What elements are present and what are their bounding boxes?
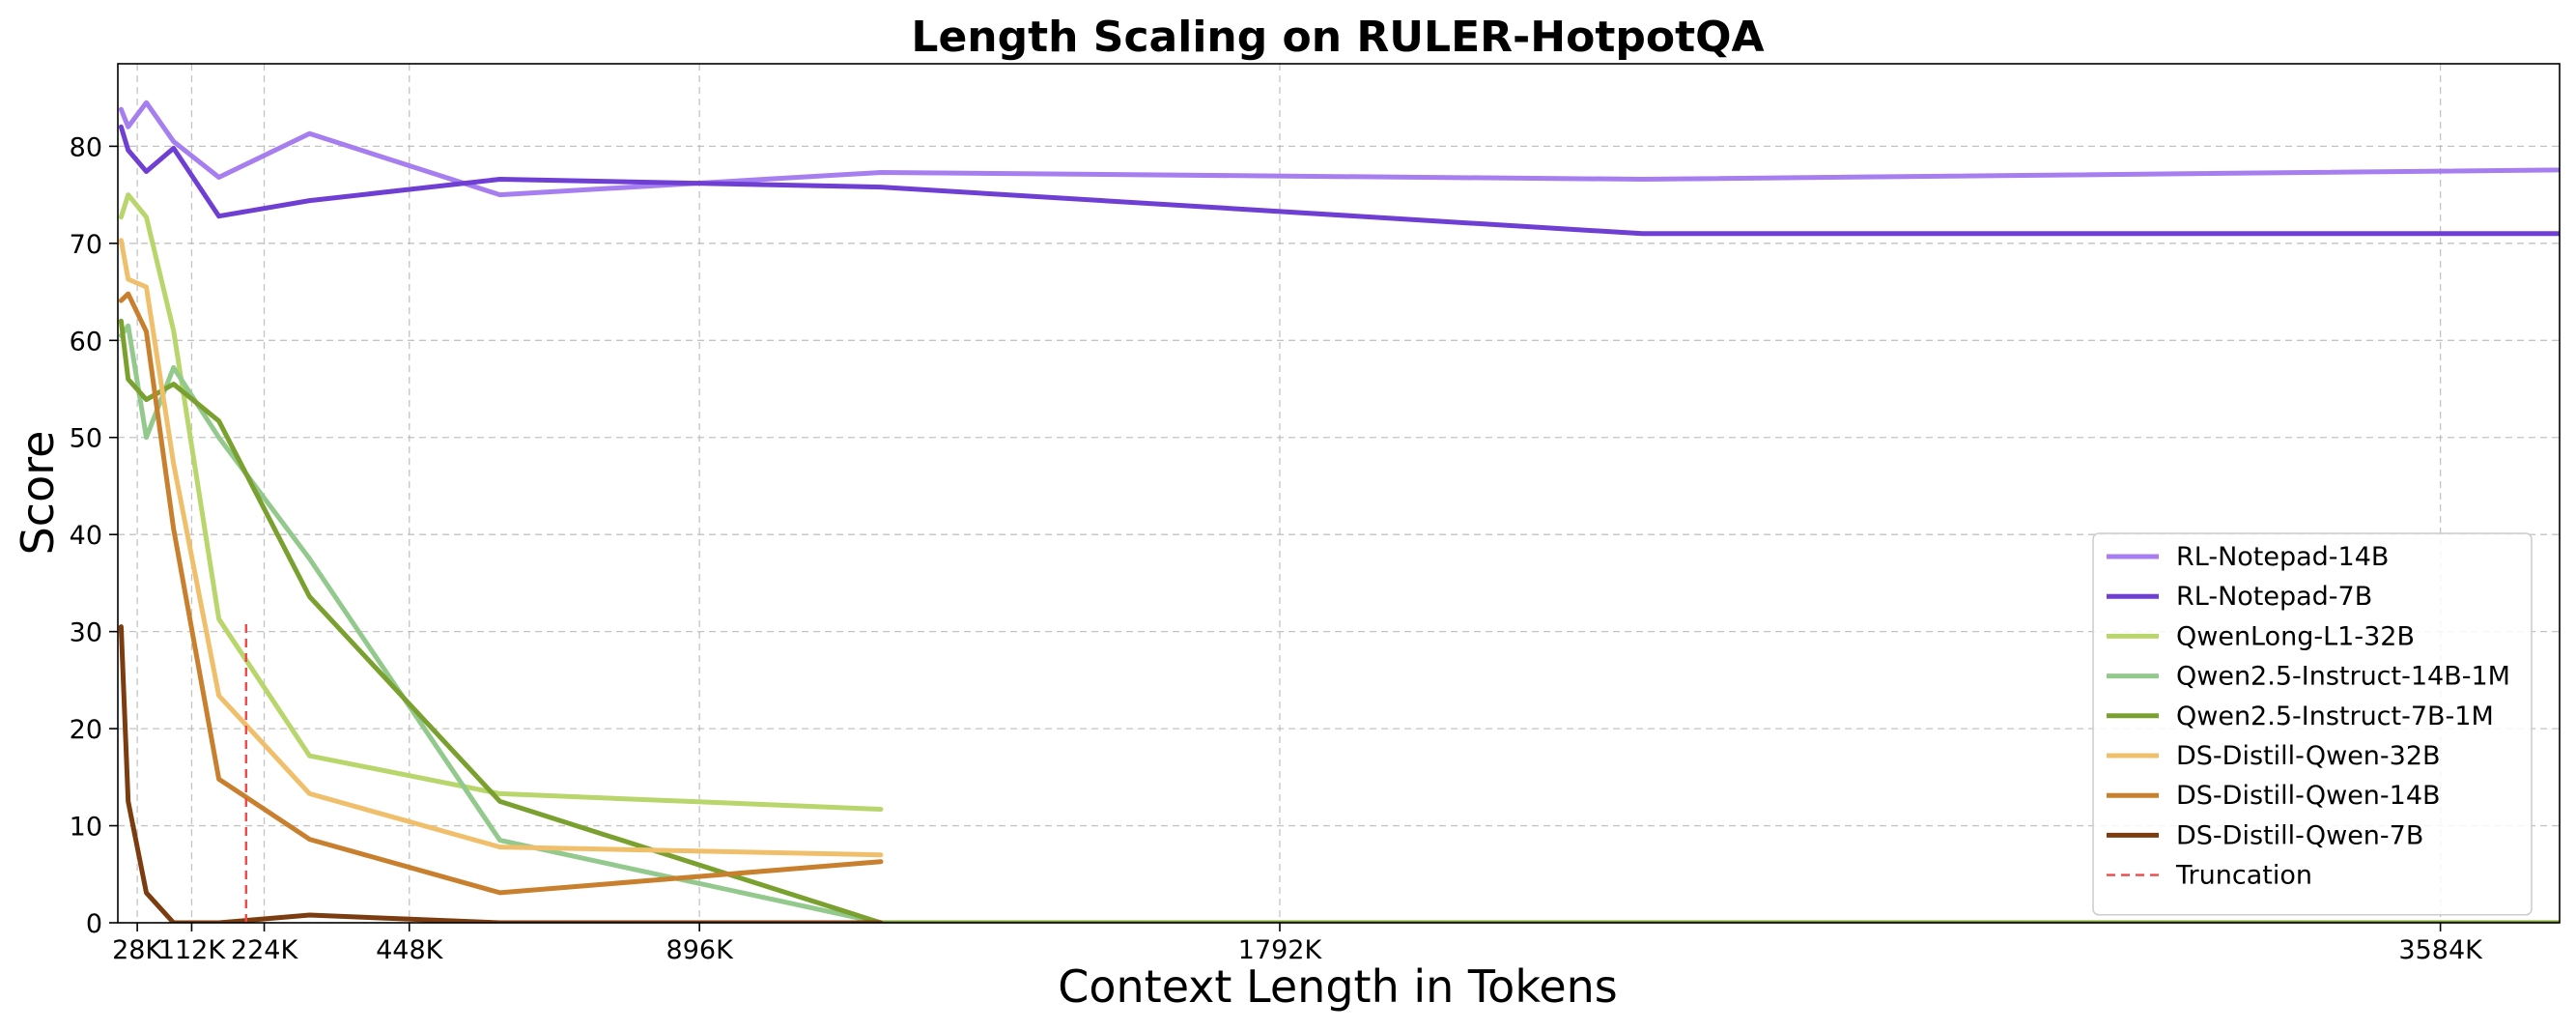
legend: RL-Notepad-14B RL-Notepad-7B QwenLong-L1-3… [2092, 532, 2533, 916]
y-tick-label: 60 [70, 327, 102, 357]
legend-box [2092, 532, 2533, 916]
x-tick-label: 3584K [2398, 935, 2483, 965]
y-tick-label: 30 [70, 618, 102, 648]
y-tick-label: 20 [70, 715, 102, 745]
legend-label-qwen2-5-instruct-14b-1m: Qwen2.5-Instruct-14B-1M [2176, 662, 2510, 692]
legend-label-qwen2-5-instruct-7b-1m: Qwen2.5-Instruct-7B-1M [2176, 702, 2494, 731]
chart-title: Length Scaling on RULER-HotpotQA [911, 13, 1764, 62]
x-tick-label: 1792K [1238, 935, 1323, 965]
series-line-rl-notepad-7b [118, 124, 2560, 237]
y-tick-label: 50 [70, 424, 102, 454]
series-line-qwen2-5-instruct-7b-1m [118, 318, 2560, 923]
x-tick-label: 112K [158, 935, 227, 965]
legend-label-ds-distill-qwen-14b: DS-Distill-Qwen-14B [2176, 781, 2441, 811]
y-tick-label: 70 [70, 230, 102, 260]
x-tick-label: 448K [376, 935, 444, 965]
legend-label-rl-notepad-7b: RL-Notepad-7B [2176, 582, 2372, 612]
y-tick-label: 80 [70, 132, 102, 162]
series-line-ds-distill-qwen-14b [118, 291, 884, 896]
series-line-qwenlong-l1-32b [118, 192, 884, 812]
legend-label-ds-distill-qwen-32b: DS-Distill-Qwen-32B [2176, 741, 2441, 771]
series-layer [118, 100, 2560, 923]
plot-frame [117, 63, 2561, 924]
legend-label-truncation: Truncation [2175, 861, 2312, 891]
series-line-qwen2-5-instruct-14b-1m [118, 323, 2560, 923]
y-tick-label: 0 [86, 909, 102, 939]
x-tick-label: 896K [666, 935, 735, 965]
x-tick-label: 28K [112, 935, 163, 965]
legend-label-ds-distill-qwen-7b: DS-Distill-Qwen-7B [2176, 820, 2423, 850]
x-tick-label: 224K [231, 935, 299, 965]
series-line-rl-notepad-14b [118, 100, 2560, 198]
y-tick-label: 40 [70, 521, 102, 551]
y-axis-label: Score [12, 431, 64, 556]
legend-label-qwenlong-l1-32b: QwenLong-L1-32B [2176, 621, 2415, 651]
series-line-ds-distill-qwen-7b [118, 624, 884, 923]
grid-layer [118, 64, 2560, 924]
series-line-ds-distill-qwen-32b [118, 238, 884, 858]
y-tick-label: 10 [70, 813, 102, 843]
legend-label-rl-notepad-14b: RL-Notepad-14B [2176, 542, 2389, 572]
x-axis-label: Context Length in Tokens [1058, 960, 1618, 1013]
